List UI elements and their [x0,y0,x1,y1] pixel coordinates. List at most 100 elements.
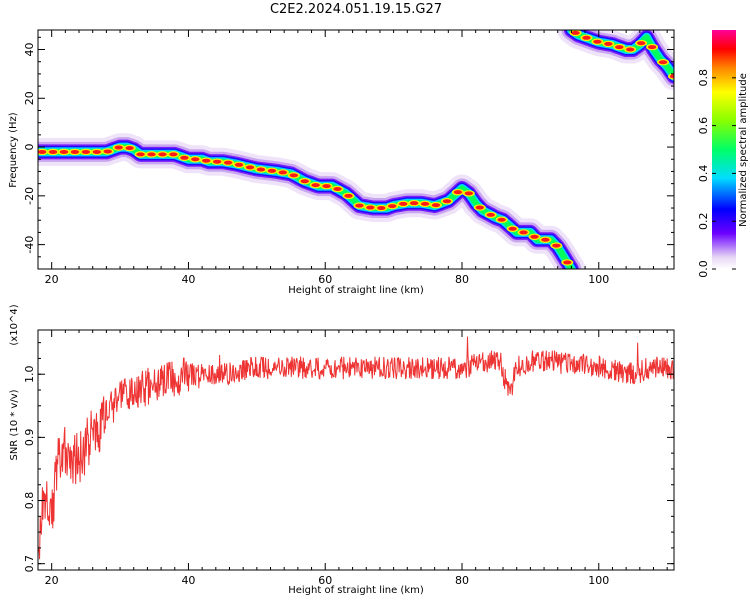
spectrum-peak [289,173,298,178]
y-tick-label: 0.8 [23,492,36,510]
y-tick-label: -40 [23,236,36,254]
snr-x-axis-label: Height of straight line (km) [288,585,424,596]
spectrum-peak [92,149,102,154]
snr-y-axis-label: SNR (10 * v/v) [9,389,20,460]
spectrum-peak [223,160,233,165]
spectrum-peak [38,149,47,154]
colorbar-tick-label: 0.0 [697,260,710,278]
spectrum-peak [420,201,430,206]
spectrum-peak [191,157,200,162]
spectrum-peak [541,237,550,242]
colorbar-tick-label: 0.6 [697,117,710,135]
spectrogram-x-axis-label: Height of straight line (km) [288,285,424,296]
spectrum-peak [530,234,539,239]
snr-ticks: 20 40 60 80 100 0.7 0.8 0.9 1.0 [23,330,674,587]
spectrum-peak [604,41,613,46]
spectrogram-plot-area [38,30,674,269]
spectrum-peak [377,206,386,211]
spectrum-peak [355,203,364,208]
x-tick-label: 40 [181,273,195,286]
spectrum-peak [59,149,69,154]
spectrum-peak [571,30,580,35]
spectrum-peak [344,193,353,198]
spectrum-peak [475,205,484,210]
x-tick-label: 40 [181,574,195,587]
x-tick-label: 80 [455,273,469,286]
spectrum-peak [508,226,517,231]
spectrum-peak [442,199,452,204]
spectrum-peak [202,158,211,163]
snr-plot-area [38,336,674,560]
spectrogram-panel: 20 40 60 80 100 -40 -20 0 20 40 Height of straigh… [8,29,675,296]
y-tick-label: 40 [23,43,36,57]
y-tick-label: 20 [23,91,36,105]
spectrum-peak [70,149,80,154]
spectrum-peak [615,45,624,50]
spectrum-peak [519,230,528,235]
snr-axes-frame [37,329,675,571]
spectrum-peak [169,152,178,157]
x-tick-label: 80 [455,574,469,587]
spectrum-peak [409,201,419,206]
y-tick-label: 0.9 [23,429,36,447]
spectrum-peak [147,152,156,157]
colorbar-label: Normalized spectral amplitude [738,73,749,227]
snr-panel: 20 40 60 80 100 0.7 0.8 0.9 1.0 Height of straig… [9,304,675,596]
x-tick-label: 20 [45,273,59,286]
colorbar-gradient [712,30,736,269]
spectrum-peak [398,201,408,206]
spectrum-peak [582,35,591,40]
colorbar-ticks: 0.0 0.2 0.4 0.6 0.8 [697,69,736,278]
spectrum-peak [388,204,397,209]
spectrum-peak [333,187,342,192]
spectrum-peak [366,205,375,210]
spectrum-peak [245,165,255,170]
y-tick-label: 0.7 [23,555,36,573]
y-tick-label: 0 [23,144,36,151]
snr-series-line [38,336,674,560]
snr-scale-note: (x10^4) [9,304,20,345]
figure-title: C2E2.2024.051.19.15.G27 [270,2,442,17]
spectrogram-y-axis-label: Frequency (Hz) [8,112,19,188]
spectrum-peak [256,167,266,172]
spectrum-peak [669,74,674,79]
spectrum-peak [136,152,145,157]
spectrum-peak [267,168,277,173]
spectrum-peak [81,149,91,154]
spectrum-peak [311,183,320,188]
spectrum-peak [322,184,331,189]
colorbar-tick-label: 0.2 [697,212,710,230]
spectrum-peak [497,217,506,222]
spectrum-peak [486,212,495,217]
spectrum-peak [103,149,112,154]
spectrum-peak [552,243,561,248]
spectrum-peak [431,203,441,208]
x-tick-label: 100 [588,574,609,587]
spectrum-peak [48,149,58,154]
spectrum-peak [180,155,189,160]
spectrum-peak [212,159,222,164]
spectrum-peak [626,47,635,52]
spectrum-peak [464,191,474,196]
x-tick-label: 60 [318,273,332,286]
spectrum-peak [593,39,602,44]
spectrum-peak [563,260,572,265]
colorbar: 0.0 0.2 0.4 0.6 0.8 Normalized spectral ampl… [697,30,749,278]
x-tick-label: 100 [588,273,609,286]
y-tick-label: -20 [23,187,36,205]
x-tick-label: 60 [318,574,332,587]
spectrum-peak [158,152,167,157]
spectrum-peak [125,146,134,151]
spectrum-peak [234,162,244,167]
spectrogram-ticks: 20 40 60 80 100 -40 -20 0 20 40 [23,30,674,286]
spectrum-peak [658,60,668,65]
spectrum-peak [278,170,288,175]
x-tick-label: 20 [45,574,59,587]
colorbar-tick-label: 0.4 [697,165,710,183]
spectrogram-axes-frame [37,29,675,270]
colorbar-tick-label: 0.8 [697,69,710,87]
spectrum-peak [114,145,123,150]
y-tick-label: 1.0 [23,365,36,383]
spectrum-peak [453,190,463,195]
